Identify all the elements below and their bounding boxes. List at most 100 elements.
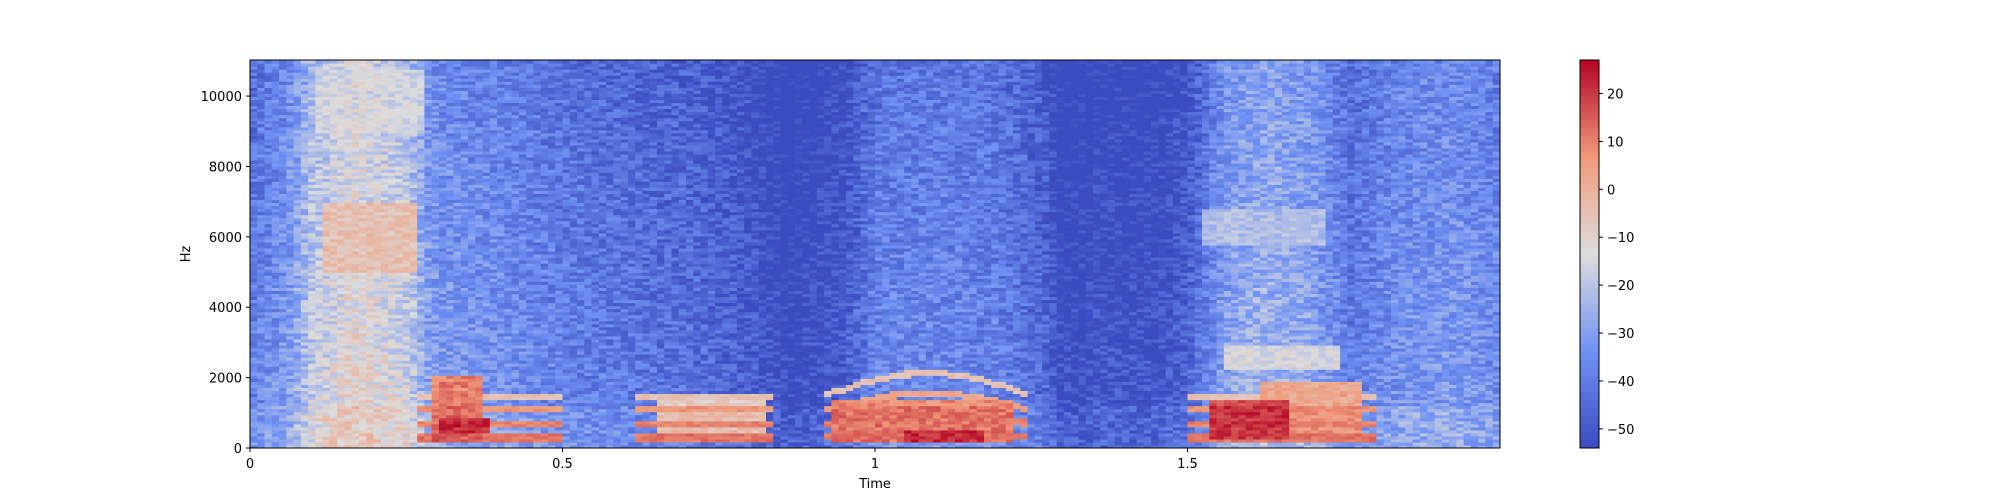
heatmap-cell	[388, 338, 396, 343]
heatmap-cell	[380, 114, 389, 119]
heatmap-cell	[453, 429, 462, 434]
heatmap-cell	[250, 314, 258, 319]
heatmap-cell	[409, 69, 418, 73]
heatmap-cell	[344, 150, 353, 155]
heatmap-cell	[424, 217, 433, 222]
heatmap-cell	[257, 384, 266, 388]
heatmap-cell	[329, 184, 338, 188]
heatmap-cell	[293, 335, 302, 340]
heatmap-cell	[308, 138, 317, 143]
heatmap-cell	[257, 229, 266, 234]
heatmap-cell	[409, 372, 418, 376]
heatmap-cell	[264, 384, 273, 388]
heatmap-cell	[300, 378, 309, 382]
heatmap-cell	[373, 387, 382, 392]
heatmap-cell	[438, 435, 447, 440]
heatmap-cell	[409, 360, 418, 364]
heatmap-cell	[388, 90, 396, 94]
heatmap-cell	[315, 378, 324, 382]
heatmap-cell	[359, 344, 367, 349]
heatmap-cell	[380, 384, 389, 388]
heatmap-cell	[264, 102, 273, 107]
heatmap-cell	[468, 81, 476, 85]
heatmap-cell	[315, 72, 324, 76]
heatmap-cell	[417, 329, 426, 334]
heatmap-cell	[438, 272, 447, 276]
heatmap-cell	[380, 244, 389, 249]
heatmap-cell	[373, 357, 382, 361]
heatmap-cell	[460, 414, 469, 419]
heatmap-cell	[388, 78, 396, 82]
heatmap-cell	[257, 360, 266, 364]
heatmap-cell	[468, 160, 476, 164]
heatmap-cell	[359, 311, 367, 316]
heatmap-cell	[446, 199, 455, 204]
heatmap-cell	[446, 229, 455, 234]
heatmap-cell	[453, 196, 462, 201]
heatmap-cell	[359, 214, 367, 219]
heatmap-cell	[315, 293, 324, 298]
heatmap-cell	[446, 63, 455, 67]
heatmap-cell	[322, 126, 331, 131]
heatmap-cell	[424, 114, 433, 119]
heatmap-cell	[351, 72, 360, 76]
heatmap-cell	[366, 84, 375, 88]
heatmap-cell	[250, 160, 258, 164]
heatmap-cell	[446, 278, 455, 282]
heatmap-cell	[388, 187, 396, 191]
heatmap-cell	[424, 63, 433, 67]
heatmap-cell	[380, 387, 389, 392]
heatmap-cell	[366, 323, 375, 328]
heatmap-cell	[315, 69, 324, 73]
heatmap-cell	[293, 347, 302, 352]
heatmap-cell	[264, 281, 273, 285]
heatmap-cell	[468, 360, 476, 364]
heatmap-cell	[337, 323, 346, 328]
heatmap-cell	[264, 78, 273, 82]
heatmap-cell	[402, 260, 411, 264]
heatmap-cell	[446, 190, 455, 194]
heatmap-cell	[279, 129, 287, 134]
heatmap-cell	[322, 141, 331, 146]
heatmap-cell	[257, 163, 266, 167]
heatmap-cell	[300, 114, 309, 119]
heatmap-cell	[351, 241, 360, 246]
heatmap-cell	[409, 244, 418, 249]
heatmap-cell	[264, 444, 273, 448]
heatmap-cell	[380, 323, 389, 328]
heatmap-cell	[417, 341, 426, 346]
heatmap-cell	[344, 193, 353, 198]
heatmap-cell	[271, 378, 280, 382]
heatmap-cell	[380, 326, 389, 331]
heatmap-cell	[395, 426, 404, 431]
heatmap-cell	[402, 108, 411, 113]
heatmap-cell	[417, 311, 426, 316]
heatmap-cell	[286, 232, 295, 237]
heatmap-cell	[409, 426, 418, 431]
heatmap-cell	[293, 235, 302, 240]
heatmap-cell	[373, 250, 382, 255]
heatmap-cell	[250, 132, 258, 137]
heatmap-cell	[293, 108, 302, 113]
heatmap-cell	[409, 60, 418, 64]
heatmap-cell	[271, 375, 280, 379]
heatmap-cell	[431, 308, 440, 313]
heatmap-cell	[417, 247, 426, 252]
heatmap-cell	[344, 335, 353, 340]
heatmap-cell	[271, 441, 280, 446]
heatmap-cell	[431, 157, 440, 161]
heatmap-cell	[380, 111, 389, 116]
heatmap-cell	[468, 138, 476, 143]
heatmap-cell	[308, 420, 317, 425]
heatmap-cell	[366, 60, 375, 64]
heatmap-cell	[453, 435, 462, 440]
heatmap-cell	[308, 408, 317, 413]
heatmap-cell	[438, 226, 447, 231]
heatmap-cell	[271, 281, 280, 285]
heatmap-cell	[293, 290, 302, 295]
heatmap-cell	[460, 138, 469, 143]
heatmap-cell	[402, 169, 411, 173]
heatmap-cell	[322, 357, 331, 361]
heatmap-cell	[279, 420, 287, 425]
heatmap-cell	[344, 299, 353, 304]
